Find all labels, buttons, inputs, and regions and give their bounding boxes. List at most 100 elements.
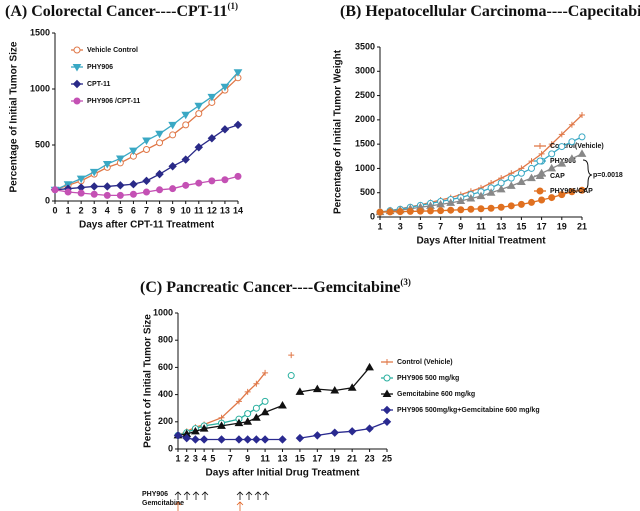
marker [528,158,535,165]
legend-label: Vehicle Control [87,47,138,54]
marker [567,154,577,162]
marker [406,207,414,215]
marker [278,400,287,409]
marker [558,131,565,138]
treatment-label: Gemcitabine [142,500,184,507]
marker [116,181,125,190]
marker [278,435,287,444]
marker [168,121,178,130]
title-superscript: (1) [227,1,238,11]
marker [191,426,200,435]
marker [244,388,251,395]
x-tick-label: 1 [66,205,71,215]
marker [90,182,99,191]
marker [261,397,269,405]
marker [528,198,535,206]
y-tick-label: 500 [360,187,375,197]
x-axis-label: Days after CPT-11 Treatment [79,220,215,231]
marker [287,372,295,380]
x-tick-label: 19 [330,453,340,463]
x-axis-label: Days after Initial Drug Treatment [206,468,361,479]
marker [447,206,455,214]
chart-title: (C) Pancreatic Cancer----Gemcitabine(3) [140,277,411,296]
marker [142,176,151,186]
marker [235,398,242,405]
x-tick-label: 17 [312,453,322,463]
x-tick-label: 11 [194,205,204,215]
marker [102,161,112,169]
x-tick-label: 7 [144,205,149,215]
marker [577,149,587,157]
marker [467,205,475,213]
marker [169,185,177,193]
marker [365,424,374,433]
legend-label: PHY906 500 mg/kg [397,375,459,382]
legend-label: Gemcitabine 600 mg/kg [397,391,475,398]
chart-title: (A) Colorectal Cancer----CPT-11(1) [5,1,238,20]
x-tick-label: 0 [52,205,57,215]
marker [233,69,243,77]
marker [578,133,586,141]
marker [260,407,270,416]
marker [527,173,536,182]
marker [476,191,486,200]
y-tick-label: 3000 [355,66,375,76]
legend-label: PHY906/CAP [550,188,593,195]
marker [330,428,339,437]
marker [579,112,585,118]
marker [506,181,516,189]
marker [416,207,424,215]
marker [382,389,392,397]
marker [156,139,164,147]
marker [244,410,252,418]
marker [376,208,384,216]
x-tick-label: 12 [207,205,217,215]
marker [217,421,226,429]
chart-panel: (C) Pancreatic Cancer----Gemcitabine(3) 0… [140,277,540,507]
marker [313,431,322,440]
marker [252,413,261,421]
marker [116,191,124,199]
x-tick-label: 13 [220,205,230,215]
y-tick-label: 3500 [355,41,375,51]
chart-panel: (B) Hepatocellular Carcinoma----Capecita… [333,3,640,247]
marker [169,131,177,139]
y-tick-label: 2500 [355,90,375,100]
marker [383,374,391,382]
x-tick-label: 3 [193,453,198,463]
x-tick-label: 1 [175,453,180,463]
marker [191,435,200,444]
marker [365,362,374,371]
legend-label: Control(Vehicle) [550,143,604,150]
marker [457,206,465,214]
x-tick-label: 21 [577,221,587,231]
marker [557,159,567,167]
y-tick-label: 1500 [30,27,50,37]
marker [382,405,392,415]
x-tick-label: 2 [79,205,84,215]
marker [262,369,269,376]
x-tick-label: 11 [476,221,486,231]
marker [143,188,150,196]
marker [568,188,576,196]
chart-panel: (A) Colorectal Cancer----CPT-11(1)050010… [5,1,243,231]
x-tick-label: 3 [92,205,97,215]
y-tick-label: 0 [168,443,173,453]
x-tick-label: 13 [496,221,506,231]
x-tick-label: 1 [377,221,382,231]
x-tick-label: 11 [260,453,270,463]
marker [199,435,209,444]
x-tick-label: 7 [228,453,233,463]
marker [538,196,546,204]
x-tick-label: 25 [382,453,392,463]
marker [155,130,164,139]
marker [182,121,190,129]
marker [517,177,526,186]
marker [252,404,260,412]
y-tick-label: 1000 [30,83,50,93]
marker [537,143,543,149]
marker [89,168,99,177]
marker [64,188,72,196]
marker [73,46,81,54]
marker [233,120,243,130]
